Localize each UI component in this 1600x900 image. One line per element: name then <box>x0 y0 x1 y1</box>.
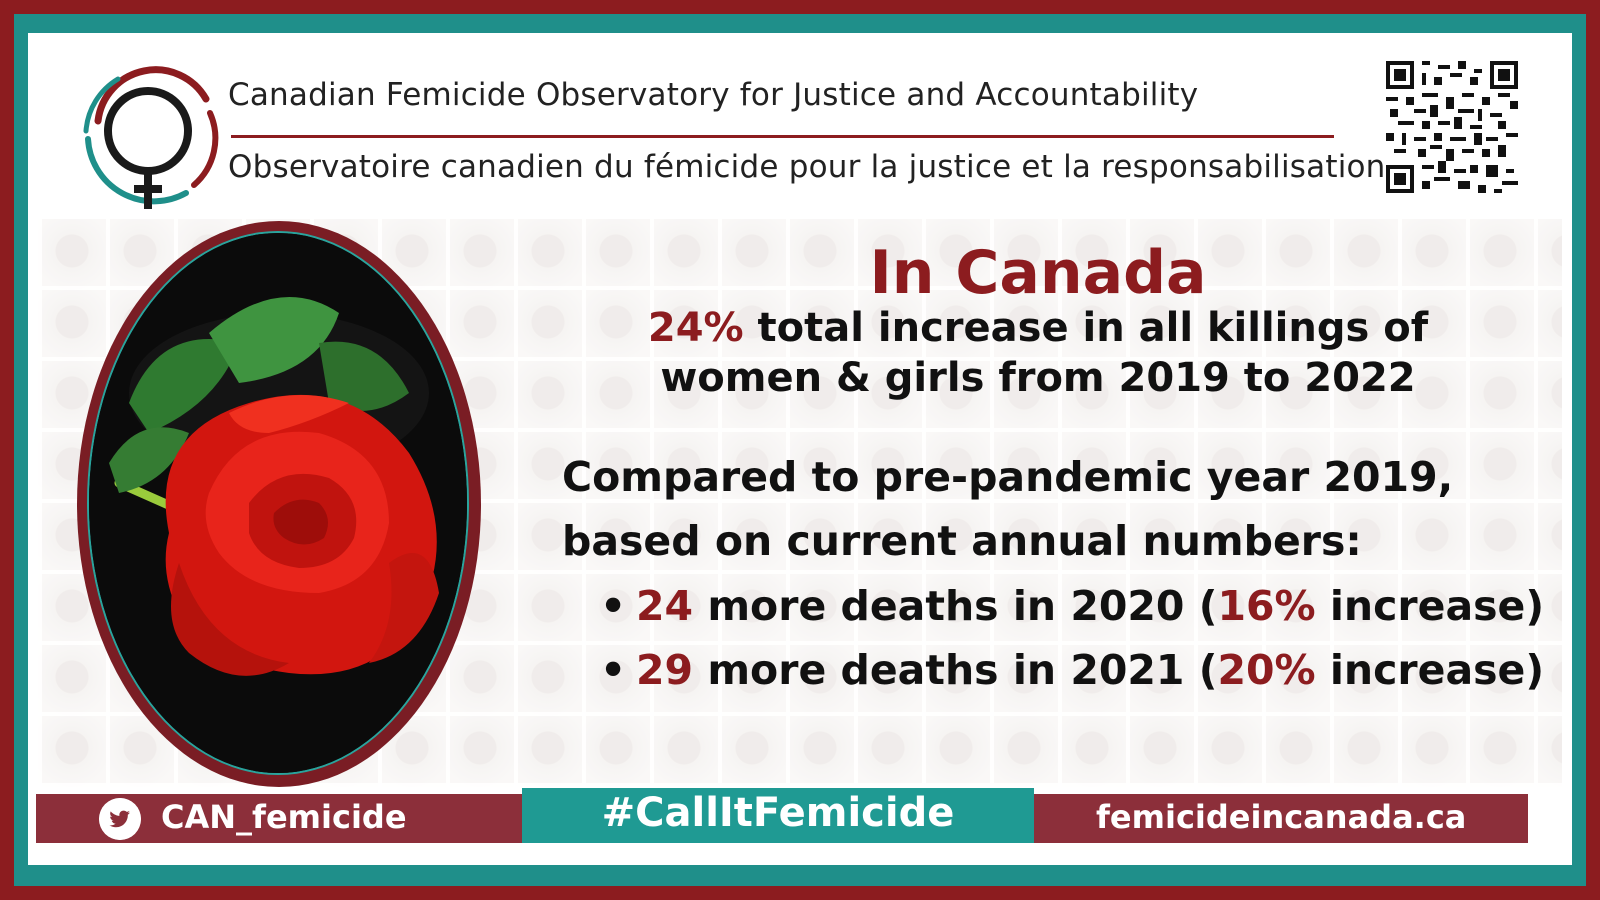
rose-medallion <box>77 221 481 787</box>
bullet-icon: • <box>600 646 627 694</box>
observatory-title-english: Canadian Femicide Observatory for Justic… <box>228 77 1199 113</box>
comparison-line-1: Compared to pre-pandemic year 2019, <box>562 453 1454 501</box>
website-footer[interactable]: femicideincanada.ca <box>1034 794 1528 843</box>
stat-line-1-text: total increase in all killings of <box>743 305 1429 351</box>
stat-line-1: 24% total increase in all killings of <box>588 305 1488 351</box>
list-item: • 29 more deaths in 2021 (20% increase) <box>600 646 1544 694</box>
rose-image-frame <box>87 231 469 775</box>
death-count: 24 <box>636 582 694 630</box>
bullet-end: increase) <box>1315 646 1545 694</box>
bullet-text: more deaths in 2021 ( <box>693 646 1218 694</box>
bullet-text: more deaths in 2020 ( <box>693 582 1218 630</box>
qr-code-icon[interactable] <box>1386 61 1518 193</box>
header-divider <box>231 135 1334 138</box>
infographic-panel: Canadian Femicide Observatory for Justic… <box>28 33 1572 865</box>
twitter-footer[interactable]: CAN_femicide <box>36 794 522 843</box>
header: Canadian Femicide Observatory for Justic… <box>28 33 1572 219</box>
increase-percent: 16% <box>1217 582 1316 630</box>
red-rose-image <box>89 233 467 773</box>
increase-percent: 20% <box>1217 646 1316 694</box>
bullet-end: increase) <box>1315 582 1545 630</box>
stat-percent: 24% <box>647 305 744 351</box>
hashtag-banner: #CallItFemicide <box>522 788 1034 843</box>
observatory-title-french: Observatoire canadien du fémicide pour l… <box>228 149 1386 185</box>
comparison-line-2: based on current annual numbers: <box>562 517 1362 565</box>
twitter-bird-icon[interactable] <box>99 798 141 840</box>
headline: In Canada <box>869 238 1207 308</box>
twitter-handle[interactable]: CAN_femicide <box>161 798 407 836</box>
stat-line-2: women & girls from 2019 to 2022 <box>660 355 1416 401</box>
website-link[interactable]: femicideincanada.ca <box>1096 798 1467 836</box>
femicide-observatory-logo <box>83 66 219 209</box>
death-count: 29 <box>636 646 694 694</box>
bullet-icon: • <box>600 582 627 630</box>
list-item: • 24 more deaths in 2020 (16% increase) <box>600 582 1544 630</box>
campaign-hashtag: #CallItFemicide <box>601 790 955 836</box>
